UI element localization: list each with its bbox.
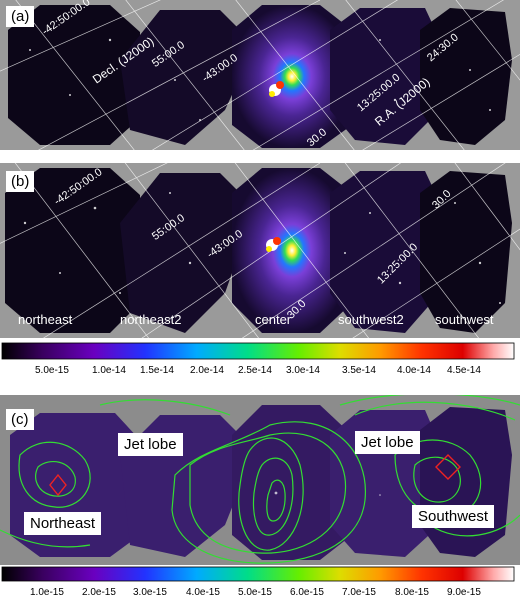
panel-c-tag: (c) [6,409,34,430]
colorbar-bottom-ticks: 1.0e-15 2.0e-15 3.0e-15 4.0e-15 5.0e-15 … [0,587,520,603]
panel-b-tag: (b) [6,171,35,192]
label-jet-lobe-left: Jet lobe [118,433,183,456]
colorbar-bottom-tick: 8.0e-15 [395,587,429,598]
field-label-southwest: southwest [435,312,494,327]
field-northeast-tile [5,168,140,333]
field-label-southwest2: southwest2 [338,312,404,327]
colorbar-top-tick: 3.5e-14 [342,365,376,376]
panel-c-radio-contours [0,395,520,564]
colorbar-top-tick: 4.5e-14 [447,365,481,376]
region-northeast-marker [49,473,67,497]
panel-b-stars [23,192,501,304]
colorbar-top-ticks: 5.0e-15 1.0e-14 1.5e-14 2.0e-14 2.5e-14 … [0,365,520,381]
field-label-center: center [255,312,292,327]
field-southwest2-tile [330,171,440,333]
colorbar-top-tick: 1.5e-14 [140,365,174,376]
colorbar-bottom-tick: 9.0e-15 [447,587,481,598]
field-southwest-tile [420,407,512,557]
panel-a-tag: (a) [6,6,35,27]
colorbar-bottom-tick: 1.0e-15 [30,587,64,598]
panel-c-mosaic [10,405,512,560]
field-center-tile [232,168,352,333]
panel-b-mosaic [5,168,512,333]
colorbar-bottom-tick: 7.0e-15 [342,587,376,598]
panel-c: (c) Jet lobe Jet lobe Northeast Southwes… [0,395,520,565]
region-southwest-marker [435,454,461,480]
field-label-northeast2: northeast2 [120,312,182,327]
field-label-northeast: northeast [18,312,73,327]
panel-a-coordinate-grid [0,0,520,150]
field-southwest2-tile [330,8,440,145]
panel-b-core [266,237,281,252]
field-center-tile [232,5,352,148]
colorbar-top-tick: 2.0e-14 [190,365,224,376]
label-jet-lobe-right: Jet lobe [355,431,420,454]
colorbar-bottom-tick: 3.0e-15 [133,587,167,598]
colorbar-bottom-tick: 4.0e-15 [186,587,220,598]
panel-a-core [269,81,284,97]
colorbar-top: 5.0e-15 1.0e-14 1.5e-14 2.0e-14 2.5e-14 … [0,341,520,389]
field-center-tile [232,405,352,560]
field-southwest-tile [420,8,512,145]
label-southwest: Southwest [412,505,495,528]
colorbar-top-ramp [1,342,515,360]
colorbar-top-tick: 1.0e-14 [92,365,126,376]
colorbar-top-tick: 2.5e-14 [238,365,272,376]
panel-a-stars [29,38,491,121]
colorbar-bottom-ramp [1,566,515,582]
field-northeast2-tile [120,173,255,333]
field-northeast2-tile [120,10,255,145]
colorbar-top-tick: 3.0e-14 [286,365,320,376]
colorbar-top-tick: 5.0e-15 [35,365,69,376]
colorbar-bottom-tick: 5.0e-15 [238,587,272,598]
colorbar-bottom-tick: 2.0e-15 [82,587,116,598]
colorbar-bottom: 1.0e-15 2.0e-15 3.0e-15 4.0e-15 5.0e-15 … [0,565,520,605]
panel-a-mosaic [8,5,512,148]
colorbar-bottom-tick: 6.0e-15 [290,587,324,598]
panel-b: (b) -42:50:00.0 55:00.0 -43:00.0 13:25:0… [0,163,520,338]
panel-c-regions [49,454,461,497]
field-northeast-tile [8,5,140,145]
label-northeast: Northeast [24,512,102,535]
panel-a: (a) -42:50:00.0 55:00.0 -43:00.0 Decl. (… [0,0,520,150]
colorbar-top-tick: 4.0e-14 [397,365,431,376]
field-southwest-tile [420,171,512,333]
